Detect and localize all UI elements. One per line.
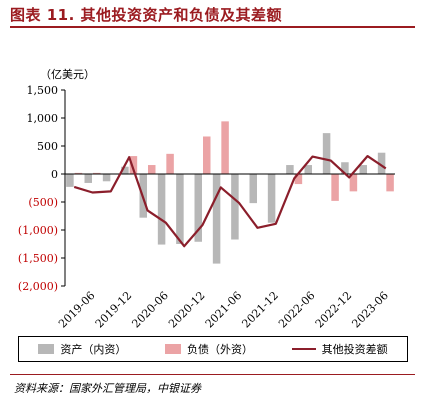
y-tick-label: (1,000)	[18, 224, 58, 237]
y-axis-unit: （亿美元）	[40, 68, 95, 81]
legend-swatch-asset	[38, 344, 55, 354]
line-net	[73, 155, 387, 248]
bar-asset	[286, 165, 294, 174]
bar-asset	[212, 174, 221, 264]
bar-asset	[322, 133, 331, 174]
legend-label-net: 其他投资差额	[321, 343, 388, 356]
bar-asset	[194, 174, 202, 242]
title-rule	[10, 26, 415, 28]
bar-asset	[249, 174, 257, 204]
source-rule	[10, 374, 415, 375]
y-tick-label: 1,000	[27, 112, 59, 125]
bar-liability	[294, 174, 303, 185]
legend-swatch-net	[291, 348, 316, 350]
legend-item-liability: 负债（外资）	[164, 341, 253, 357]
chart-title: 图表 11. 其他投资资产和负债及其差额	[10, 6, 283, 24]
chart-legend: 资产（内资） 负债（外资） 其他投资差额	[18, 336, 408, 362]
y-tick-label: 0	[51, 168, 58, 181]
bar-liability	[74, 172, 83, 174]
y-tick-label: 1,500	[27, 84, 59, 97]
bar-asset	[66, 174, 74, 187]
y-tick-label: (1,500)	[18, 252, 58, 265]
x-tick-label: 2021-06	[203, 289, 245, 331]
bar-asset	[267, 174, 276, 223]
bar-asset	[231, 174, 239, 240]
x-tick-label: 2020-06	[129, 289, 171, 331]
y-tick-label: (500)	[28, 196, 58, 209]
bar-asset	[102, 174, 111, 182]
legend-swatch-liability	[164, 344, 181, 354]
bar-liability	[203, 136, 211, 174]
bar-liability	[129, 156, 138, 174]
source-note: 资料来源：国家外汇管理局，中银证券	[14, 382, 201, 395]
bar-asset	[341, 162, 349, 174]
x-tick-label: 2021-12	[239, 289, 281, 331]
legend-item-net: 其他投资差额	[291, 341, 388, 357]
bar-liability	[331, 174, 339, 201]
bar-asset	[157, 174, 166, 245]
x-tick-label: 2023-06	[349, 289, 391, 331]
chart-plot: 1,500 1,000 500 0 (500) (1,000) (1,500) (2,000)…	[18, 84, 395, 331]
legend-label-asset: 资产（内资）	[60, 343, 127, 356]
bar-asset	[359, 165, 367, 174]
x-tick-label: 2022-06	[276, 289, 318, 331]
x-tick-label: 2020-12	[166, 289, 208, 331]
y-tick-label: 500	[37, 140, 58, 153]
legend-item-asset: 资产（内资）	[38, 341, 126, 357]
y-tick-label: (2,000)	[18, 280, 58, 293]
bar-liability	[93, 172, 101, 174]
bar-liability	[148, 165, 156, 174]
bar-asset	[121, 166, 129, 174]
bar-liability	[166, 153, 174, 174]
x-tick-label: 2022-12	[313, 289, 355, 331]
legend-label-liability: 负债（外资）	[186, 343, 253, 356]
bar-liability	[386, 174, 394, 192]
bar-liability	[221, 121, 229, 174]
x-tick-label: 2019-06	[56, 289, 98, 331]
bar-asset	[176, 174, 184, 244]
bar-asset	[84, 174, 92, 183]
bar-asset	[377, 152, 386, 174]
bar-liability	[349, 174, 358, 192]
x-tick-label: 2019-12	[93, 289, 135, 331]
bar-asset	[304, 165, 312, 174]
